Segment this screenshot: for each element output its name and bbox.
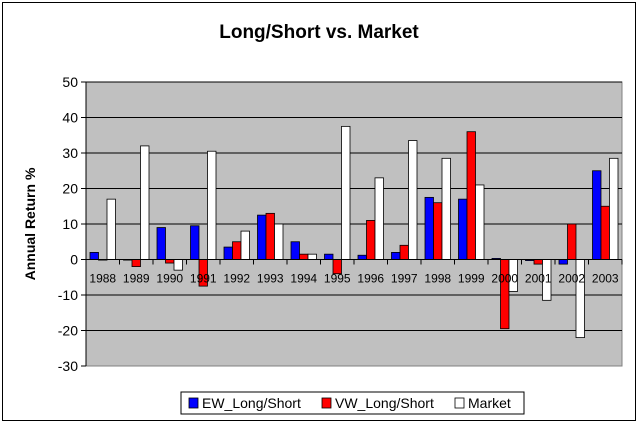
bar-vw-long-short-1993 xyxy=(265,212,275,260)
bar-market-1993 xyxy=(274,223,284,260)
bar-vw-long-short-1990 xyxy=(165,259,175,264)
x-tick-label: 1989 xyxy=(123,272,150,286)
x-tick-label: 1992 xyxy=(223,272,250,286)
y-tick-label: -30 xyxy=(58,358,78,374)
bar-market-1990 xyxy=(173,259,183,271)
bar-ew-long-short-1997 xyxy=(391,251,401,260)
legend-swatch xyxy=(188,397,199,409)
y-axis-label: Annual Return % xyxy=(22,167,38,280)
bar-vw-long-short-1994 xyxy=(299,253,309,260)
x-tick-label: 1995 xyxy=(324,272,351,286)
bar-vw-long-short-2000 xyxy=(500,259,510,330)
y-tick-label: -10 xyxy=(58,287,78,303)
legend-swatch xyxy=(454,397,465,409)
x-tick-label: 2001 xyxy=(525,272,552,286)
bar-ew-long-short-2002 xyxy=(558,259,568,265)
bars xyxy=(89,125,619,338)
y-tick-label: 40 xyxy=(62,110,78,126)
y-tick-label: 20 xyxy=(62,181,78,197)
y-tick-label: 30 xyxy=(62,145,78,161)
y-tick-label: 0 xyxy=(70,252,78,268)
x-tick-label: 2003 xyxy=(592,272,619,286)
bar-vw-long-short-1989 xyxy=(131,259,141,267)
bar-ew-long-short-1999 xyxy=(458,198,468,260)
bar-market-1989 xyxy=(140,145,150,260)
bar-ew-long-short-2003 xyxy=(592,170,602,260)
bar-vw-long-short-2002 xyxy=(567,223,577,260)
bar-market-1995 xyxy=(341,125,351,260)
bar-vw-long-short-2001 xyxy=(533,259,543,265)
x-tick-label: 1998 xyxy=(424,272,451,286)
bar-vw-long-short-1999 xyxy=(466,131,476,260)
legend: EW_Long/Short VW_Long/Short Market xyxy=(180,391,525,415)
x-tick-label: 1988 xyxy=(89,272,116,286)
bar-market-1997 xyxy=(408,140,418,260)
bar-market-1996 xyxy=(374,177,384,260)
legend-label: Market xyxy=(468,395,511,411)
x-tick-label: 1996 xyxy=(357,272,384,286)
x-tick-label: 1993 xyxy=(257,272,284,286)
bar-ew-long-short-1995 xyxy=(324,253,334,260)
y-tick-label: -20 xyxy=(58,323,78,339)
bar-vw-long-short-1992 xyxy=(232,241,242,260)
bar-ew-long-short-1998 xyxy=(424,196,434,260)
legend-label: EW_Long/Short xyxy=(202,395,301,411)
legend-label: VW_Long/Short xyxy=(335,395,434,411)
x-tick-label: 1999 xyxy=(458,272,485,286)
chart-title: Long/Short vs. Market xyxy=(219,22,419,43)
bar-market-1994 xyxy=(307,253,317,260)
x-tick-label: 1994 xyxy=(290,272,317,286)
bar-market-1988 xyxy=(106,198,116,260)
x-tick-label: 1997 xyxy=(391,272,418,286)
bar-ew-long-short-1996 xyxy=(357,254,367,260)
bar-market-1991 xyxy=(207,150,217,260)
bar-market-2003 xyxy=(609,157,619,260)
x-tick-label: 2002 xyxy=(558,272,585,286)
x-tick-label: 1990 xyxy=(156,272,183,286)
bar-market-1999 xyxy=(475,184,485,260)
bar-market-1998 xyxy=(441,157,451,260)
legend-swatch xyxy=(321,397,332,409)
bar-ew-long-short-1988 xyxy=(89,251,99,260)
legend-box xyxy=(180,391,525,415)
y-tick-label: 10 xyxy=(62,216,78,232)
axes: 50 40 30 20 10 0 -10 -20 -30 1988 1989 1990 1991 1992… xyxy=(58,74,623,374)
bar-vw-long-short-1997 xyxy=(399,244,409,260)
bar-ew-long-short-1990 xyxy=(156,227,166,260)
bar-vw-long-short-1998 xyxy=(433,202,443,260)
bar-ew-long-short-1994 xyxy=(290,241,300,260)
x-tick-label: 1991 xyxy=(190,272,217,286)
bar-vw-long-short-2003 xyxy=(600,205,610,260)
y-tick-label: 50 xyxy=(62,74,78,90)
bar-ew-long-short-1992 xyxy=(223,246,233,260)
bar-market-1992 xyxy=(240,230,250,260)
bar-vw-long-short-1996 xyxy=(366,220,376,260)
bar-ew-long-short-1993 xyxy=(257,214,267,260)
gridlines xyxy=(86,81,622,331)
x-tick-label: 2000 xyxy=(491,272,518,286)
bar-ew-long-short-1991 xyxy=(190,225,200,260)
